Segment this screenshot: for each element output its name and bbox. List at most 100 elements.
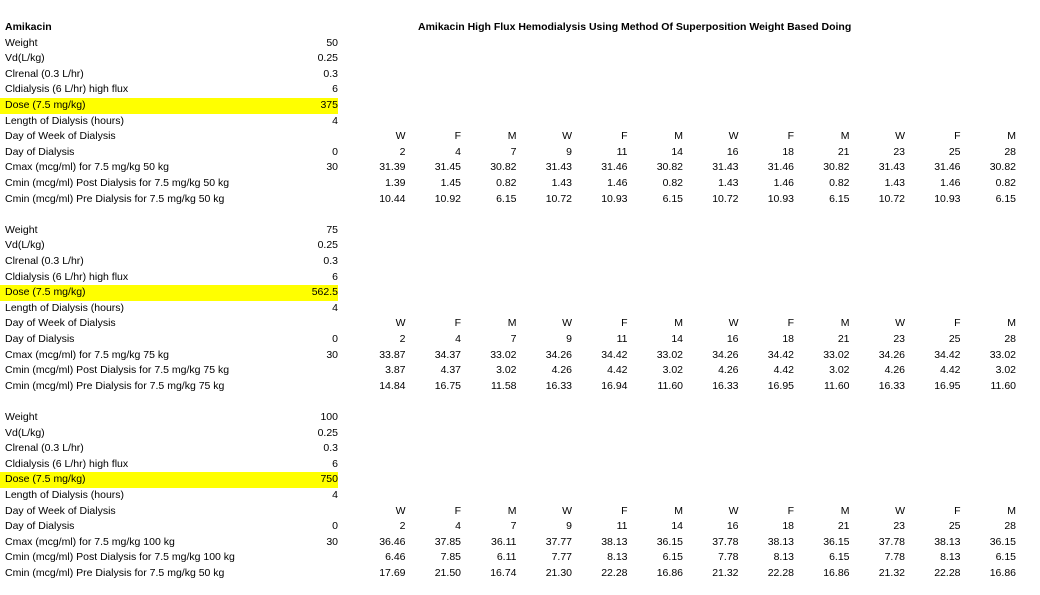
row-value: 6 (332, 270, 338, 283)
data-cell: 21 (837, 520, 850, 533)
data-cell: 14 (671, 520, 683, 533)
data-cell: 1.46 (773, 177, 794, 189)
data-cell: 30.82 (989, 161, 1016, 174)
data-cell: 31.43 (878, 161, 905, 174)
row-label: Day of Week of Dialysis (5, 130, 116, 143)
data-cell: 1.46 (940, 177, 961, 189)
sheet-row: Day of Dialysis 0 2 4 7 9 11 14 16 18 21 23 25 28 (0, 145, 1040, 161)
data-cell: 22.28 (767, 567, 794, 579)
data-cell: 16.95 (934, 379, 961, 392)
data-cell: 25 (948, 520, 961, 533)
data-cell: F (621, 130, 628, 143)
data-cell: 21.32 (712, 567, 739, 579)
data-cell: 11 (616, 333, 628, 345)
data-cell: 1.43 (551, 177, 572, 189)
data-cell: 6.15 (496, 192, 517, 205)
row-label: Cmax (mcg/ml) for 7.5 mg/kg 75 kg (5, 348, 169, 361)
row-value: 0.25 (317, 239, 338, 252)
data-cell: M (507, 130, 517, 143)
data-cell: 16 (726, 333, 739, 345)
sheet-row: Vd(L/kg) 0.25 (0, 426, 1040, 442)
row-label: Cmin (mcg/ml) Pre Dialysis for 7.5 mg/kg… (5, 192, 225, 205)
data-cell: 1.45 (440, 177, 461, 189)
data-cell: 18 (782, 520, 794, 533)
data-cell: 21.32 (878, 567, 905, 579)
row-label: Day of Dialysis (5, 333, 75, 345)
sheet-row: Weight 50 (0, 36, 1040, 52)
data-cell: 22.28 (934, 567, 961, 579)
sheet-row: Length of Dialysis (hours) 4 (0, 301, 1040, 317)
highlight-cell (0, 472, 338, 488)
data-cell: M (507, 317, 517, 330)
data-cell: 11.60 (824, 379, 850, 392)
data-cell: 36.15 (823, 535, 850, 548)
data-cell: 30.82 (656, 161, 683, 174)
sheet-row: Cldialysis (6 L/hr) high flux 6 (0, 82, 1040, 98)
sheet-title: Amikacin High Flux Hemodialysis Using Me… (418, 21, 852, 33)
data-cell: 6.11 (496, 551, 517, 564)
data-cell: 31.45 (434, 161, 461, 174)
sheet-row: Vd(L/kg) 0.25 (0, 238, 1040, 254)
data-cell: F (454, 504, 461, 517)
row-value: 6 (332, 83, 338, 96)
row-value: 0.25 (317, 52, 338, 65)
data-cell: F (621, 317, 628, 330)
row-label: Cmin (mcg/ml) Pre Dialysis for 7.5 mg/kg… (5, 379, 225, 392)
sheet-row: Cmin (mcg/ml) Pre Dialysis for 7.5 mg/kg… (0, 192, 1040, 208)
sheet-row: Day of Dialysis 0 2 4 7 9 11 14 16 18 21 23 25 28 (0, 332, 1040, 348)
row-label: Length of Dialysis (hours) (5, 114, 125, 127)
data-cell: 11 (616, 145, 628, 158)
data-cell: 4 (455, 145, 461, 158)
data-cell: 18 (782, 333, 794, 345)
data-cell: 21 (837, 145, 850, 158)
data-cell: 7.78 (718, 551, 739, 564)
row-label: Day of Dialysis (5, 520, 75, 533)
row-label: Day of Week of Dialysis (5, 317, 116, 330)
data-cell: W (895, 317, 905, 330)
sheet-row: Day of Dialysis 0 2 4 7 9 11 14 16 18 21 23 25 28 (0, 519, 1040, 535)
data-cell: M (1007, 504, 1016, 517)
data-cell: 14.84 (379, 379, 406, 392)
data-cell: 4.42 (773, 364, 794, 377)
row-label: Dose (7.5 mg/kg) (5, 99, 86, 111)
data-cell: F (954, 504, 961, 517)
data-cell: F (787, 130, 794, 143)
sheet-row: Clrenal (0.3 L/hr) 0.3 (0, 254, 1040, 270)
data-cell: 37.78 (878, 535, 905, 548)
data-cell: 28 (1004, 333, 1016, 345)
row-value: 0.3 (323, 67, 338, 80)
data-cell: 16.74 (490, 567, 517, 579)
data-cell: 14 (671, 145, 683, 158)
data-cell: F (787, 317, 794, 330)
row-label: Vd(L/kg) (5, 52, 45, 65)
data-cell: 31.46 (767, 161, 794, 174)
data-cell: M (840, 504, 850, 517)
row-value: 0 (332, 333, 338, 345)
data-cell: 34.42 (934, 348, 961, 361)
data-cell: 16.95 (767, 379, 794, 392)
row-label: Cmax (mcg/ml) for 7.5 mg/kg 100 kg (5, 535, 175, 548)
sheet-row: Day of Week of Dialysis W F M W F M W F M W F M (0, 316, 1040, 332)
drug-label: Amikacin (5, 21, 52, 33)
sheet-row: Day of Week of Dialysis W F M W F M W F M W F M (0, 129, 1040, 145)
data-cell: 1.39 (385, 177, 406, 189)
data-cell: 7 (510, 145, 517, 158)
sheet-row: Weight 75 (0, 223, 1040, 239)
data-cell: M (840, 317, 850, 330)
data-cell: 34.26 (545, 348, 572, 361)
data-cell: 4 (455, 333, 461, 345)
sheet-row: Cmax (mcg/ml) for 7.5 mg/kg 50 kg 30 31.39… (0, 160, 1040, 176)
data-cell: W (395, 504, 406, 517)
data-cell: 4.42 (607, 364, 628, 377)
data-cell: 8.13 (607, 551, 628, 564)
data-cell: 23 (893, 333, 905, 345)
data-cell: 16.86 (989, 567, 1016, 579)
data-cell: 25 (948, 145, 961, 158)
data-cell: 16.94 (601, 379, 628, 392)
data-cell: 3.02 (496, 364, 517, 377)
data-cell: 8.13 (773, 551, 794, 564)
data-cell: M (674, 317, 683, 330)
row-label: Vd(L/kg) (5, 426, 45, 439)
row-value: 0.3 (323, 255, 338, 267)
data-cell: 33.02 (490, 348, 517, 361)
